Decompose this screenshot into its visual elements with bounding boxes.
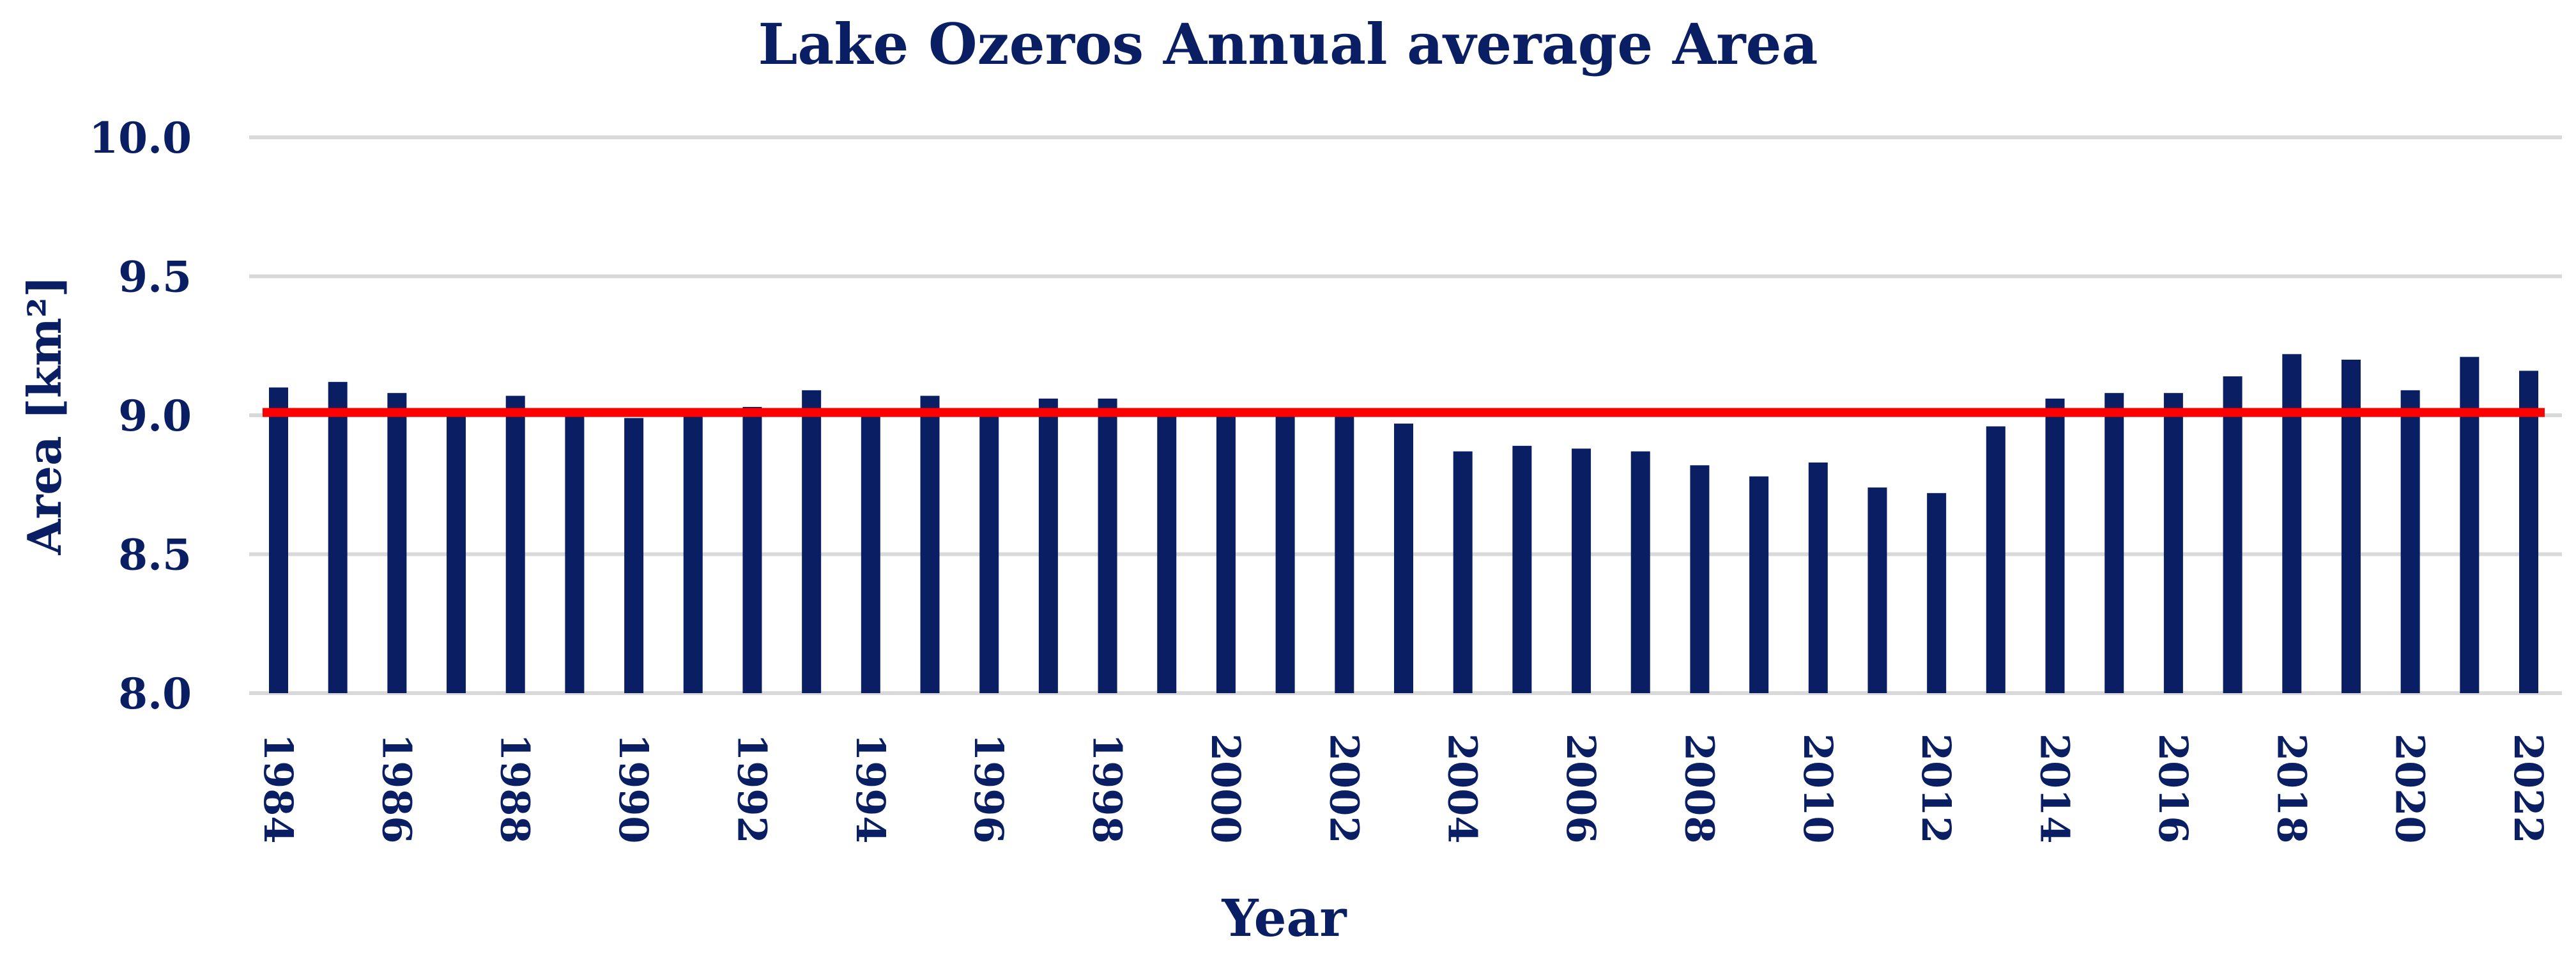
bar <box>565 415 585 693</box>
bar <box>1630 451 1650 693</box>
bar <box>1216 415 1236 693</box>
y-tick-label: 8.5 <box>118 530 192 580</box>
bar <box>1394 424 1413 693</box>
bar <box>742 406 762 693</box>
x-axis-label: Year <box>1221 888 1347 948</box>
bar <box>1927 493 1947 693</box>
x-tick-label: 2002 <box>1321 733 1367 844</box>
y-tick-label: 8.0 <box>118 669 192 719</box>
bar <box>1038 398 1058 693</box>
bar <box>2163 393 2183 693</box>
bar <box>1453 451 1473 693</box>
bar <box>624 418 644 693</box>
bar <box>447 410 466 693</box>
bar <box>1275 415 1295 693</box>
bar <box>979 412 999 693</box>
bar <box>328 381 348 693</box>
x-tick-label: 2018 <box>2268 733 2315 844</box>
bar <box>2045 398 2065 693</box>
x-tick-label: 2000 <box>1202 733 1249 844</box>
bar <box>505 395 525 693</box>
x-tick-label: 2006 <box>1558 733 1604 844</box>
bar <box>1572 448 1591 693</box>
x-tick-labels: 1984 1986 1988 1990 1992 1994 1996 1998 2000 2002… <box>255 733 2552 844</box>
bar <box>269 387 288 693</box>
bar <box>1749 476 1769 693</box>
bar <box>1335 415 1354 693</box>
bar <box>1512 445 1532 693</box>
x-tick-label: 1992 <box>728 733 775 844</box>
x-tick-label: 2016 <box>2150 733 2196 844</box>
bar <box>1986 426 2005 693</box>
bars <box>269 354 2538 693</box>
bar <box>861 412 880 693</box>
bar <box>2460 356 2480 693</box>
chart-title: Lake Ozeros Annual average Area <box>758 11 1818 77</box>
x-tick-label: 2008 <box>1676 733 1722 844</box>
bar <box>1690 465 1710 693</box>
x-tick-label: 1996 <box>965 733 1012 844</box>
x-tick-label: 1998 <box>1084 733 1131 844</box>
y-tick-label: 9.5 <box>118 252 192 302</box>
bar <box>1098 398 1117 693</box>
bar <box>2104 393 2124 693</box>
bar <box>2282 354 2302 693</box>
y-tick-label: 9.0 <box>118 391 192 441</box>
bar <box>683 412 703 693</box>
x-tick-label: 1986 <box>373 733 420 844</box>
bar <box>802 390 822 693</box>
bar <box>2519 371 2538 693</box>
y-tick-labels: 8.0 8.5 9.0 9.5 10.0 <box>89 113 192 719</box>
x-tick-label: 1994 <box>847 733 894 844</box>
bar <box>920 395 940 693</box>
x-tick-label: 2010 <box>1795 733 1841 844</box>
x-tick-label: 1988 <box>492 733 539 844</box>
y-tick-label: 10.0 <box>89 113 192 163</box>
bar <box>1867 487 1887 693</box>
y-axis-label: Area [km²] <box>17 275 72 555</box>
bar <box>1808 462 1828 693</box>
bar <box>1157 412 1177 693</box>
bar <box>2223 376 2242 693</box>
bar <box>2400 390 2420 693</box>
x-tick-label: 1990 <box>610 733 657 844</box>
bar <box>387 393 407 693</box>
x-tick-label: 2022 <box>2505 733 2552 844</box>
x-tick-label: 2020 <box>2387 733 2434 844</box>
x-tick-label: 2012 <box>1913 733 1959 844</box>
x-tick-label: 1984 <box>255 733 302 844</box>
x-tick-label: 2004 <box>1439 733 1486 844</box>
x-tick-label: 2014 <box>2032 733 2078 844</box>
